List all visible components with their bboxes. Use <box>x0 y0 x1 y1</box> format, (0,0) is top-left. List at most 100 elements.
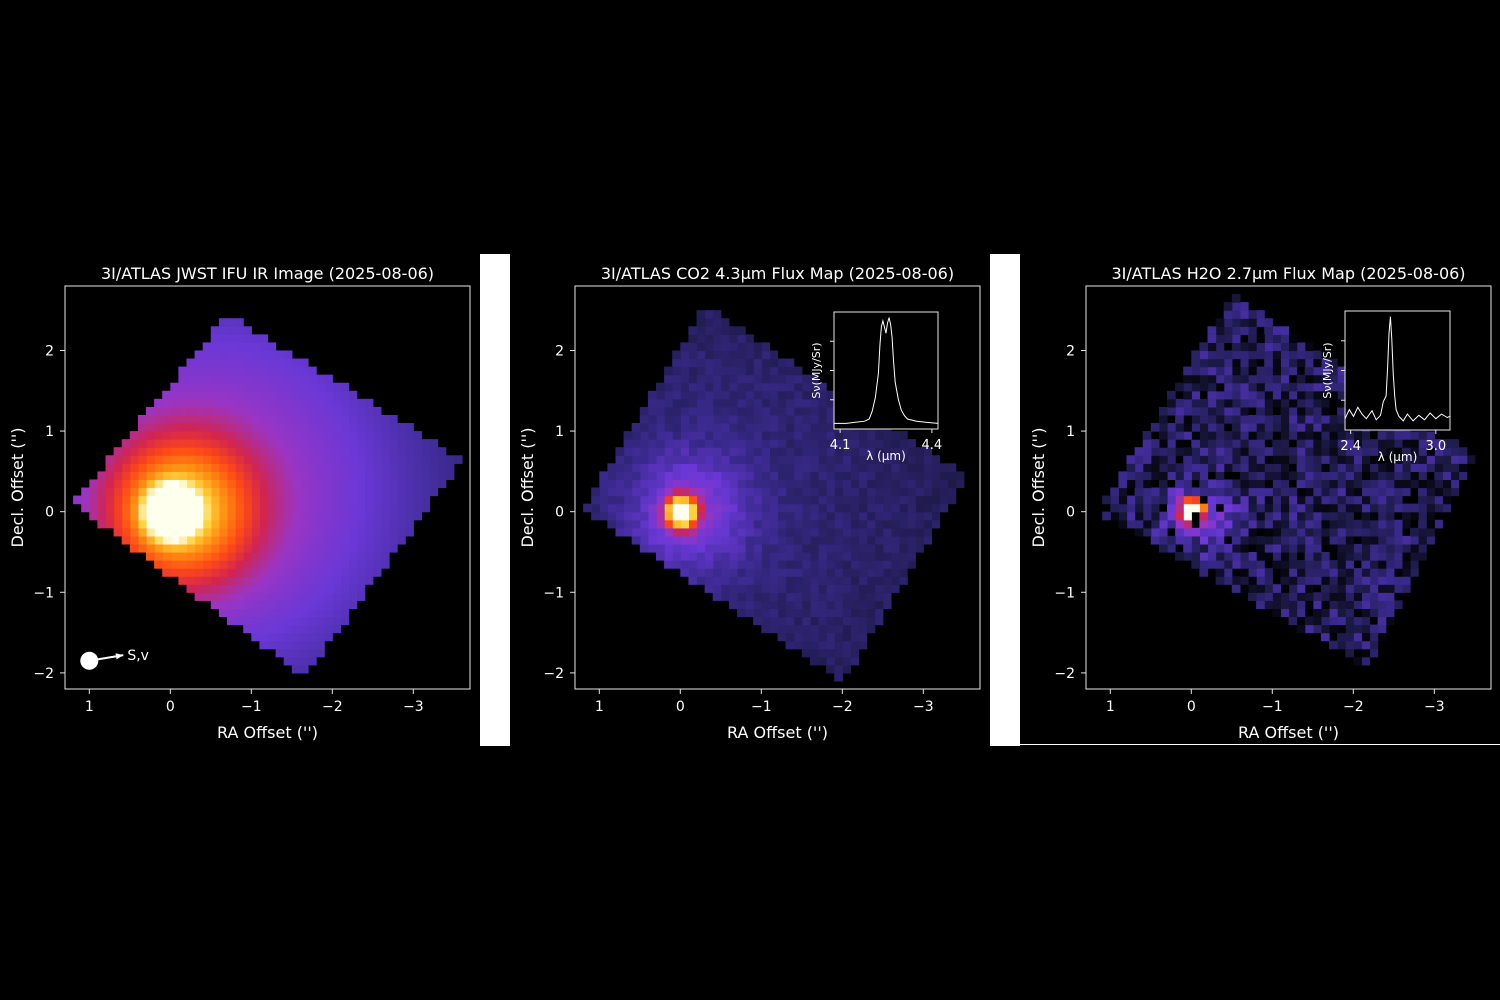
heatmap-pixel <box>1280 584 1290 593</box>
heatmap-pixel <box>1231 382 1241 392</box>
heatmap-pixel <box>753 366 762 376</box>
heatmap-pixel <box>607 471 617 481</box>
heatmap-pixel <box>842 648 851 658</box>
heatmap-pixel <box>186 479 196 489</box>
heatmap-pixel <box>672 455 681 464</box>
heatmap-pixel <box>704 495 714 505</box>
heatmap-pixel <box>882 535 892 545</box>
heatmap-pixel <box>121 495 131 505</box>
heatmap-pixel <box>769 624 779 634</box>
heatmap-pixel <box>1280 568 1290 577</box>
heatmap-pixel <box>753 535 762 545</box>
heatmap-pixel <box>728 406 738 416</box>
heatmap-pixel <box>842 624 851 634</box>
heatmap-pixel <box>761 584 770 593</box>
heatmap-pixel <box>275 616 285 626</box>
heatmap-pixel <box>202 527 212 537</box>
heatmap-pixel <box>356 503 366 513</box>
heatmap-pixel <box>332 527 341 537</box>
heatmap-pixel <box>1393 551 1403 561</box>
heatmap-pixel <box>1248 592 1257 601</box>
heatmap-pixel <box>291 632 301 642</box>
heatmap-pixel <box>1288 503 1298 513</box>
heatmap-pixel <box>1248 310 1257 319</box>
heatmap-pixel <box>1458 455 1468 464</box>
heatmap-pixel <box>1239 584 1249 593</box>
heatmap-pixel <box>1410 471 1419 481</box>
heatmap-pixel <box>1329 584 1338 593</box>
heatmap-pixel <box>227 568 236 577</box>
heatmap-pixel <box>105 479 115 489</box>
heatmap-pixel <box>275 592 285 601</box>
heatmap-pixel <box>753 431 762 440</box>
heatmap-pixel <box>129 463 139 472</box>
heatmap-pixel <box>1207 479 1217 489</box>
heatmap-pixel <box>227 350 236 360</box>
heatmap-pixel <box>1272 511 1281 521</box>
heatmap-pixel <box>275 624 285 634</box>
heatmap-pixel <box>656 471 665 481</box>
heatmap-pixel <box>1312 423 1322 432</box>
heatmap-pixel <box>1167 503 1176 513</box>
heatmap-pixel <box>688 447 698 456</box>
heatmap-pixel <box>251 455 260 464</box>
heatmap-pixel <box>890 503 900 513</box>
heatmap-pixel <box>834 632 843 642</box>
heatmap-pixel <box>842 551 851 561</box>
heatmap-pixel <box>1296 398 1306 408</box>
heatmap-pixel <box>1223 439 1233 448</box>
heatmap-pixel <box>1272 535 1281 545</box>
heatmap-pixel <box>1353 431 1362 440</box>
heatmap-pixel <box>834 463 843 472</box>
heatmap-pixel <box>251 350 260 360</box>
heatmap-pixel <box>397 431 406 440</box>
heatmap-pixel <box>1401 471 1411 481</box>
heatmap-pixel <box>251 406 260 416</box>
heatmap-pixel <box>688 487 698 497</box>
heatmap-pixel <box>1442 471 1452 481</box>
heatmap-pixel <box>1304 519 1314 529</box>
heatmap-pixel <box>397 511 406 521</box>
heatmap-pixel <box>785 600 795 609</box>
heatmap-pixel <box>259 568 269 577</box>
heatmap-pixel <box>842 479 851 489</box>
heatmap-pixel <box>777 535 787 545</box>
heatmap-pixel <box>704 310 714 319</box>
heatmap-pixel <box>874 463 884 472</box>
heatmap-pixel <box>1272 374 1281 384</box>
heatmap-pixel <box>737 608 746 618</box>
heatmap-pixel <box>1199 535 1209 545</box>
heatmap-pixel <box>688 495 698 505</box>
heatmap-pixel <box>1158 447 1168 456</box>
heatmap-pixel <box>720 479 730 489</box>
heatmap-pixel <box>1207 447 1217 456</box>
heatmap-pixel <box>1401 455 1411 464</box>
heatmap-pixel <box>1223 568 1233 577</box>
heatmap-pixel <box>445 455 455 464</box>
heatmap-pixel <box>834 672 843 682</box>
heatmap-pixel <box>1361 527 1371 537</box>
heatmap-pixel <box>858 640 868 650</box>
heatmap-pixel <box>850 592 860 601</box>
heatmap-pixel <box>834 527 843 537</box>
heatmap-pixel <box>1320 455 1330 464</box>
heatmap-pixel <box>672 463 681 472</box>
heatmap-pixel <box>1329 439 1338 448</box>
heatmap-pixel <box>1239 543 1249 553</box>
heatmap-pixel <box>154 495 163 505</box>
heatmap-pixel <box>380 479 390 489</box>
heatmap-pixel <box>826 568 835 577</box>
heatmap-pixel <box>1288 414 1298 424</box>
heatmap-pixel <box>1207 455 1217 464</box>
inset-spectrum: 4.1 4.4λ (µm)Sν(MJy/Sr) <box>810 311 942 463</box>
heatmap-pixel <box>1239 326 1249 335</box>
heatmap-pixel <box>1304 592 1314 601</box>
heatmap-pixel <box>599 495 608 505</box>
heatmap-pixel <box>712 503 722 513</box>
heatmap-pixel <box>1239 374 1249 384</box>
heatmap-pixel <box>162 390 171 400</box>
heatmap-pixel <box>283 656 293 666</box>
heatmap-pixel <box>1207 527 1217 537</box>
heatmap-pixel <box>1312 495 1322 505</box>
heatmap-pixel <box>1337 632 1346 642</box>
